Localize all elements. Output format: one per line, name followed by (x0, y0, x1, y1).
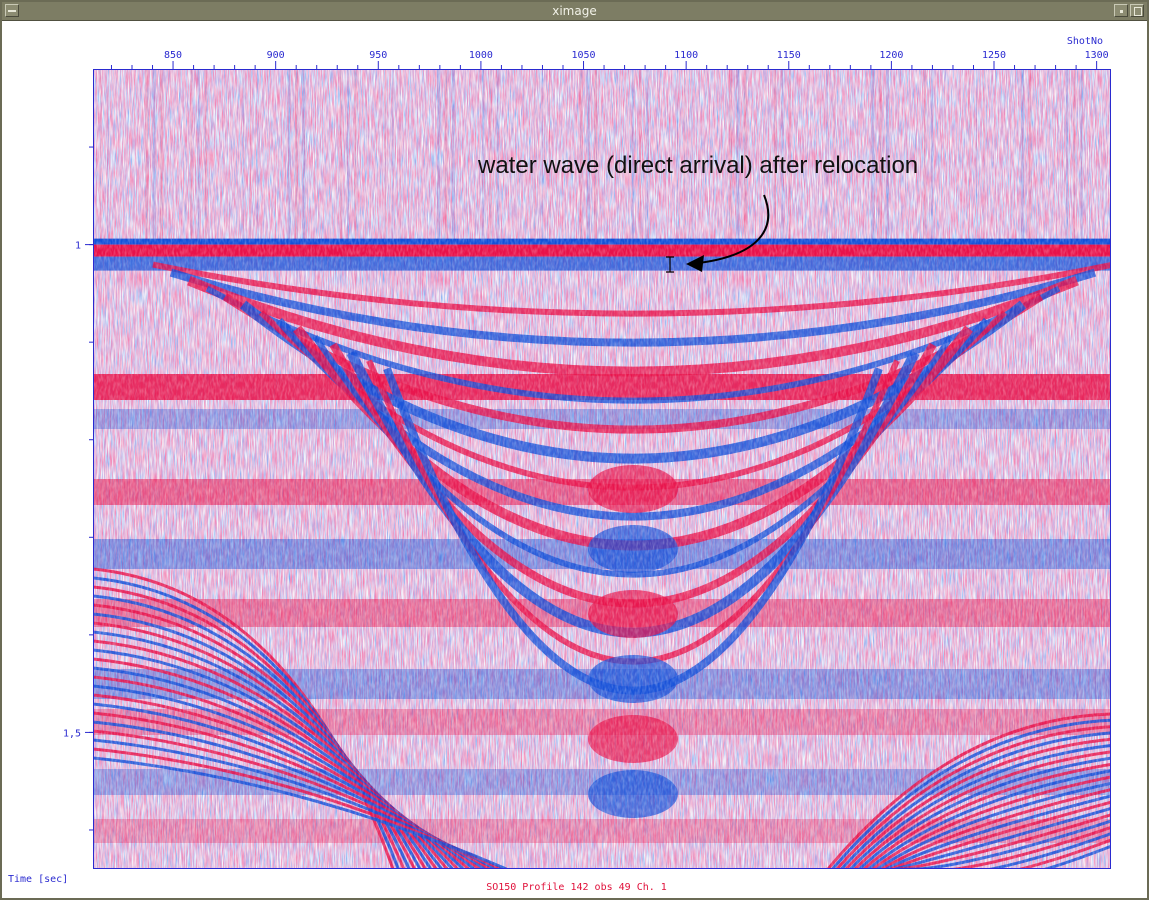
x-tick-label: 850 (164, 50, 182, 61)
x-tick-label: 1150 (777, 50, 801, 61)
y-tick-label: 1 (75, 241, 81, 252)
annotation-text: water wave (direct arrival) after reloca… (478, 152, 919, 179)
seismic-image (93, 69, 1111, 869)
maximize-icon[interactable] (1130, 4, 1144, 17)
x-tick-label: 1250 (982, 50, 1006, 61)
x-ticks: 850 900 950 1000 1050 1100 1150 1200 1250 1300 (110, 50, 1109, 69)
x-axis-title: ShotNo (1066, 36, 1103, 47)
x-tick-label: 1300 (1085, 50, 1109, 61)
seismic-section[interactable] (93, 69, 1111, 869)
window-title: ximage (552, 4, 597, 18)
y-ticks: 11,5 (63, 146, 93, 831)
x-tick-label: 1100 (674, 50, 698, 61)
x-tick-label: 1000 (469, 50, 493, 61)
window-menu-icon[interactable] (5, 4, 19, 17)
y-tick-label: 1,5 (63, 728, 81, 739)
x-tick-label: 1200 (879, 50, 903, 61)
x-tick-label: 950 (369, 50, 387, 61)
footer-label: SO150 Profile 142 obs 49 Ch. 1 (486, 882, 667, 893)
minimize-icon[interactable] (1114, 4, 1128, 17)
x-tick-label: 1050 (571, 50, 595, 61)
title-bar[interactable]: ximage (2, 2, 1147, 21)
x-tick-label: 900 (267, 50, 285, 61)
y-axis-title: Time [sec] (8, 874, 69, 885)
